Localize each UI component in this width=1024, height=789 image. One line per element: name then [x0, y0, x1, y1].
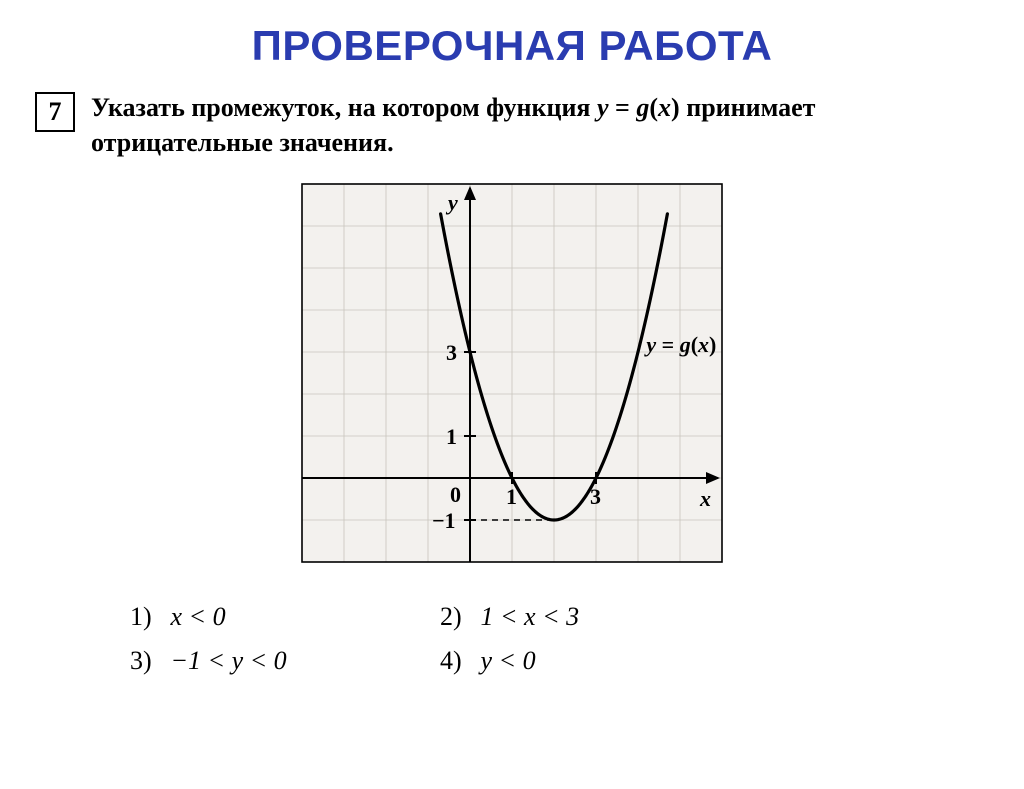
svg-text:−1: −1 — [432, 508, 456, 533]
svg-text:3: 3 — [590, 484, 601, 509]
func-g: g — [636, 93, 649, 122]
answer-1-body: x < 0 — [171, 602, 226, 631]
parabola-chart: yx013−113y = g(x) — [300, 182, 724, 564]
answer-1-num: 1) — [130, 602, 164, 632]
svg-text:y = g(x): y = g(x) — [643, 332, 716, 357]
problem-number-box: 7 — [35, 92, 75, 132]
answer-4-body: y < 0 — [481, 646, 536, 675]
func-y: y — [597, 93, 609, 122]
svg-text:1: 1 — [446, 424, 457, 449]
answer-2-body: 1 < x < 3 — [481, 602, 580, 631]
problem-text-before: Указать промежуток, на котором функция — [91, 93, 597, 122]
answer-3: 3) −1 < y < 0 — [130, 646, 440, 676]
answer-1: 1) x < 0 — [130, 602, 440, 632]
svg-text:1: 1 — [506, 484, 517, 509]
problem-text: Указать промежуток, на котором функция y… — [91, 90, 984, 160]
chart-container: yx013−113y = g(x) — [0, 182, 1024, 564]
svg-text:3: 3 — [446, 340, 457, 365]
problem-row: 7 Указать промежуток, на котором функция… — [0, 90, 1024, 160]
answers-grid: 1) x < 0 2) 1 < x < 3 3) −1 < y < 0 4) y… — [0, 602, 1024, 676]
answer-4: 4) y < 0 — [440, 646, 750, 676]
page-title: ПРОВЕРОЧНАЯ РАБОТА — [0, 22, 1024, 70]
answer-4-num: 4) — [440, 646, 474, 676]
answer-2-num: 2) — [440, 602, 474, 632]
func-x: x — [658, 93, 671, 122]
svg-text:x: x — [699, 486, 711, 511]
svg-text:0: 0 — [450, 482, 461, 507]
answer-3-body: −1 < y < 0 — [171, 646, 287, 675]
answer-3-num: 3) — [130, 646, 164, 676]
answer-2: 2) 1 < x < 3 — [440, 602, 750, 632]
